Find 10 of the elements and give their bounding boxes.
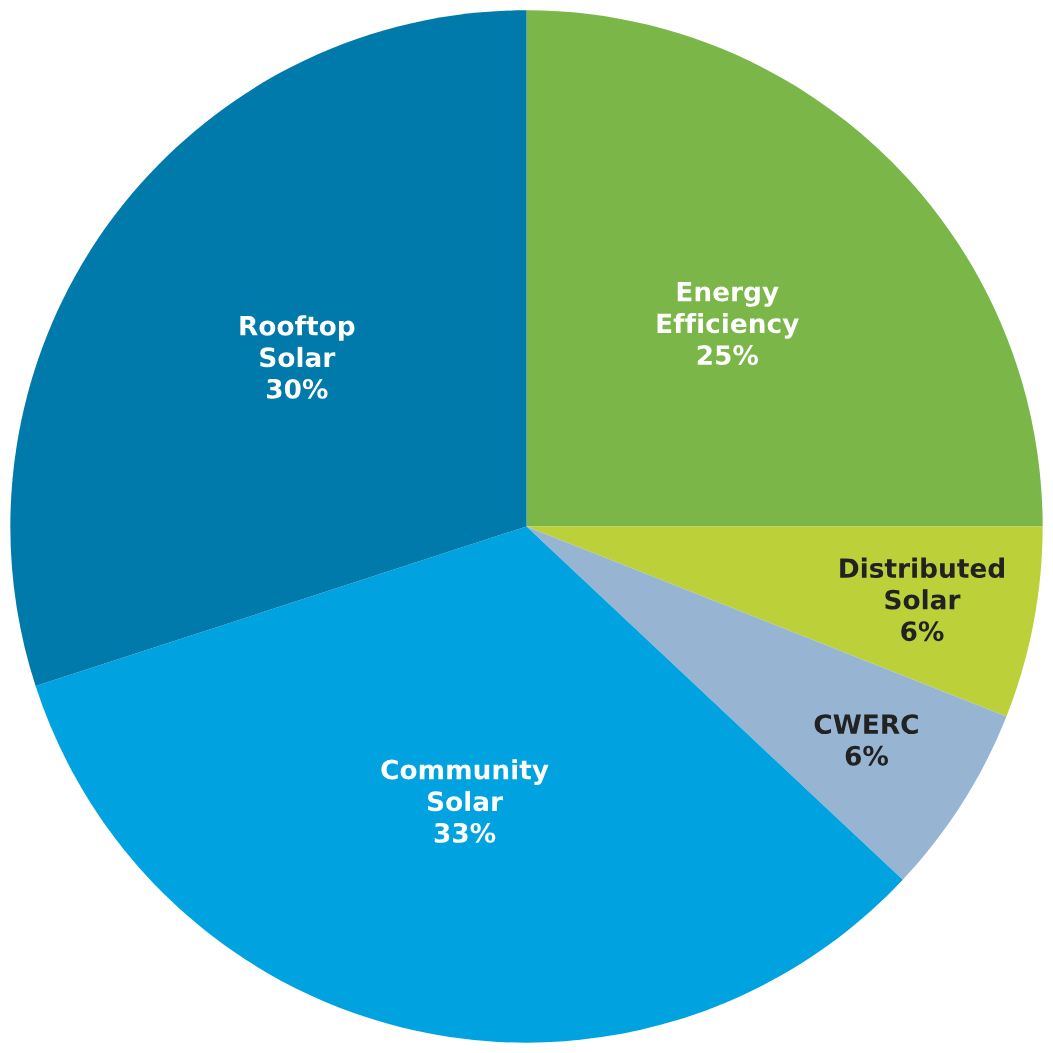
slice-label: Rooftop Solar xyxy=(240,315,355,368)
data-label: 6% xyxy=(845,745,888,766)
slice-label: Energy Efficiency xyxy=(657,281,799,339)
data-label: 33% xyxy=(434,822,496,843)
data-label: 6% xyxy=(901,621,944,642)
slice-label: Community Solar xyxy=(381,759,549,812)
data-label: 30% xyxy=(267,378,328,399)
data-label: 25% xyxy=(697,345,758,366)
slice-label: CWERC xyxy=(814,714,918,735)
slice-label: Distributed Solar xyxy=(840,557,1004,610)
